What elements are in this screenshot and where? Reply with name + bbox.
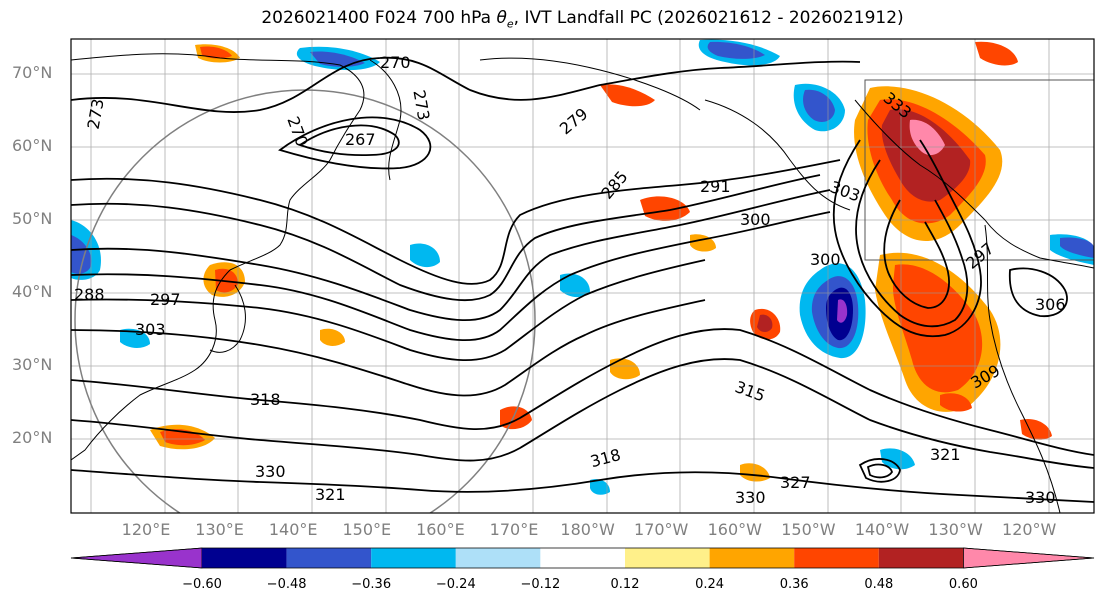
colorbar-segment xyxy=(455,548,541,568)
colorbar-tick-label: 0.60 xyxy=(948,577,978,592)
contour-label: 300 xyxy=(810,250,841,269)
colorbar xyxy=(70,547,1095,569)
title-prefix: 2026021400 F024 700 hPa xyxy=(261,8,497,28)
colorbar-outline xyxy=(70,547,1095,569)
contour-label: 288 xyxy=(74,285,105,304)
colorbar-segment xyxy=(202,548,287,568)
colorbar-tick-label: 0.24 xyxy=(695,577,725,592)
colorbar-tick-label: −0.60 xyxy=(182,577,222,592)
contour-label: 330 xyxy=(735,488,766,507)
colorbar-tick-label: −0.24 xyxy=(435,577,476,592)
contour-label: 273 xyxy=(84,97,108,130)
latitude-label: 50°N xyxy=(12,209,53,228)
colorbar-segment xyxy=(963,547,1095,569)
longitude-label: 160°E xyxy=(416,520,465,539)
contour-label: 300 xyxy=(740,210,771,229)
contour-label: 330 xyxy=(255,462,286,481)
colorbar-segment xyxy=(878,548,964,568)
longitude-label: 140°W xyxy=(854,520,910,539)
contour-label: 330 xyxy=(1025,488,1056,507)
colorbar-tick-label: −0.36 xyxy=(351,577,392,592)
latitude-label: 70°N xyxy=(12,63,53,82)
latitude-label: 60°N xyxy=(12,136,53,155)
longitude-label: 150°W xyxy=(781,520,836,539)
colorbar-segment xyxy=(794,548,879,568)
longitude-label: 120°E xyxy=(121,520,171,539)
longitude-label: 130°E xyxy=(195,520,244,539)
contour-label: 267 xyxy=(345,130,376,149)
longitude-label: 150°E xyxy=(342,520,392,539)
colorbar-segment xyxy=(70,547,203,569)
latitude-label: 40°N xyxy=(12,282,53,301)
colorbar-tick-label: −0.12 xyxy=(520,577,561,592)
contour-label: 303 xyxy=(135,320,166,339)
coastlines xyxy=(71,53,1094,513)
colorbar-tick-label: 0.48 xyxy=(864,577,894,592)
colorbar-tick-label: −0.48 xyxy=(266,577,307,592)
colorbar-segment xyxy=(625,548,710,568)
colorbar-tick-label: 0.12 xyxy=(610,577,640,592)
contour-label: 297 xyxy=(962,239,998,273)
colorbar-segment xyxy=(371,548,456,568)
longitude-label: 170°W xyxy=(634,520,689,539)
contour-label: 318 xyxy=(588,445,622,471)
title-theta: θ xyxy=(496,8,507,28)
shaded-anomalies xyxy=(71,39,1094,495)
longitude-label: 130°W xyxy=(928,520,983,539)
contour-label: 270 xyxy=(380,53,411,72)
colorbar-tick-label: 0.36 xyxy=(779,577,809,592)
longitude-label: 120°W xyxy=(1002,520,1057,539)
contour-label: 279 xyxy=(556,104,592,138)
longitude-label: 140°E xyxy=(268,520,318,539)
longitude-label: 170°E xyxy=(489,520,539,539)
contour-label: 315 xyxy=(733,377,768,405)
theta-e-contours xyxy=(71,56,1094,503)
colorbar-segment xyxy=(540,548,625,568)
contour-label: 306 xyxy=(1035,295,1066,314)
longitude-label: 180°W xyxy=(560,520,615,539)
contour-label: 297 xyxy=(150,290,181,309)
contour-label: 318 xyxy=(250,390,281,409)
title-subscript: e xyxy=(506,17,514,31)
contour-label: 321 xyxy=(930,445,961,464)
contour-label: 321 xyxy=(315,485,346,504)
latitude-label: 20°N xyxy=(12,428,53,447)
contour-label: 285 xyxy=(597,167,631,203)
region-box xyxy=(864,79,1094,261)
colorbar-segment xyxy=(286,548,372,568)
colorbar-segment xyxy=(709,548,795,568)
contour-label: 291 xyxy=(700,177,731,196)
longitude-label: 160°W xyxy=(707,520,762,539)
contour-label: 303 xyxy=(828,177,863,205)
figure-title: 2026021400 F024 700 hPa θe, IVT Landfall… xyxy=(0,8,1105,30)
title-suffix: , IVT Landfall PC (2026021612 - 20260219… xyxy=(513,8,904,28)
contour-label: 327 xyxy=(780,473,811,492)
latitude-label: 30°N xyxy=(12,355,53,374)
